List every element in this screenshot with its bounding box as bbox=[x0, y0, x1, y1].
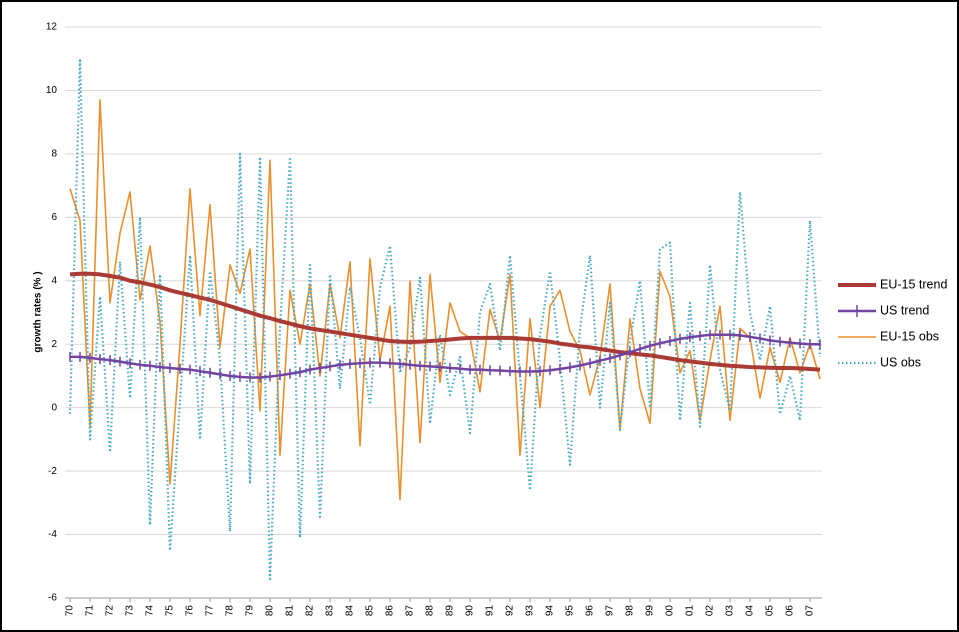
legend-label: EU-15 obs bbox=[880, 329, 939, 343]
x-tick-label: 06 bbox=[785, 605, 796, 617]
x-tick-label: 91 bbox=[485, 605, 496, 617]
x-tick-label: 04 bbox=[745, 605, 756, 617]
legend: EU-15 trend US trend EU-15 obs US obs bbox=[838, 277, 947, 369]
x-tick-label: 94 bbox=[545, 605, 556, 617]
legend-label: EU-15 trend bbox=[880, 277, 947, 291]
x-tick-label: 81 bbox=[285, 605, 296, 617]
x-tick-label: 98 bbox=[625, 605, 636, 617]
legend-label: US obs bbox=[880, 355, 921, 369]
y-tick-label: 8 bbox=[51, 149, 57, 160]
x-tick-label: 03 bbox=[725, 605, 736, 617]
y-tick-label: 12 bbox=[46, 22, 58, 33]
x-tick-label: 76 bbox=[185, 605, 196, 617]
y-tick-label: 2 bbox=[51, 339, 57, 350]
y-tick-label: 4 bbox=[51, 275, 57, 286]
y-tick-label: 0 bbox=[51, 402, 57, 413]
x-tick-label: 85 bbox=[365, 605, 376, 617]
x-tick-label: 83 bbox=[325, 605, 336, 617]
x-tick-label: 78 bbox=[225, 605, 236, 617]
series-line bbox=[69, 271, 821, 372]
x-tick-label: 71 bbox=[85, 605, 96, 617]
x-tick-label: 00 bbox=[665, 605, 676, 617]
x-tick-label: 75 bbox=[165, 605, 176, 617]
x-tick-label: 86 bbox=[385, 605, 396, 617]
x-tick-label: 84 bbox=[345, 605, 356, 617]
x-tick-label: 99 bbox=[645, 605, 656, 617]
y-tick-label: 6 bbox=[51, 212, 57, 223]
x-tick-label: 01 bbox=[685, 605, 696, 617]
x-tick-label: 90 bbox=[465, 605, 476, 617]
x-tick-label: 82 bbox=[305, 605, 316, 617]
x-tick-label: 93 bbox=[525, 605, 536, 617]
x-tick-label: 07 bbox=[805, 605, 816, 617]
x-tick-label: 97 bbox=[605, 605, 616, 617]
y-tick-label: -4 bbox=[48, 529, 57, 540]
y-tick-label: 10 bbox=[46, 85, 58, 96]
x-tick-label: 70 bbox=[65, 605, 76, 617]
x-tick-label: 92 bbox=[505, 605, 516, 617]
x-tick-label: 80 bbox=[265, 605, 276, 617]
x-tick-label: 95 bbox=[565, 605, 576, 617]
x-tick-label: 87 bbox=[405, 605, 416, 617]
y-tick-label: -6 bbox=[48, 593, 57, 604]
x-tick-label: 96 bbox=[585, 605, 596, 617]
y-tick-label: -2 bbox=[48, 466, 57, 477]
x-tick-label: 89 bbox=[445, 605, 456, 617]
x-tick-label: 05 bbox=[765, 605, 776, 617]
x-tick-label: 72 bbox=[105, 605, 116, 617]
legend-label: US trend bbox=[880, 303, 929, 317]
x-tick-label: 79 bbox=[245, 605, 256, 617]
x-tick-label: 77 bbox=[205, 605, 216, 617]
series-line bbox=[70, 333, 820, 379]
x-tick-label: 88 bbox=[425, 605, 436, 617]
y-axis-label: growth rates (% ) bbox=[33, 271, 44, 352]
series-line bbox=[69, 99, 821, 501]
x-tick-label: 02 bbox=[705, 605, 716, 617]
x-tick-label: 74 bbox=[145, 605, 156, 617]
x-tick-label: 73 bbox=[125, 605, 136, 617]
